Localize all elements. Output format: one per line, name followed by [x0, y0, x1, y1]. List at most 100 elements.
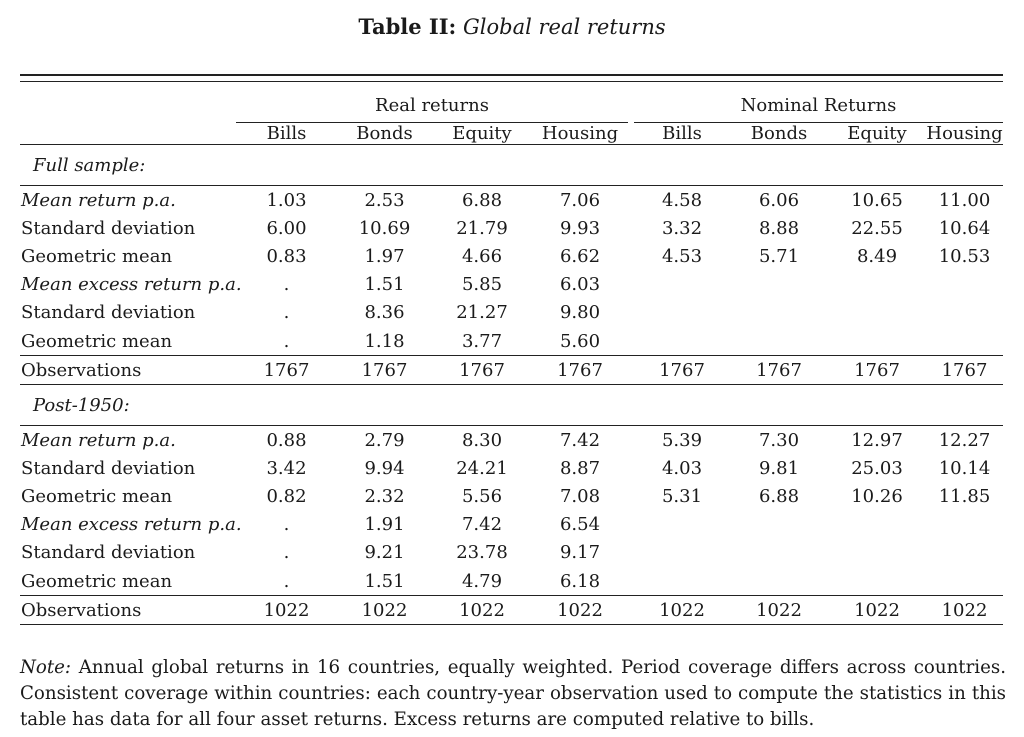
- cell-value: 1.91: [364, 514, 405, 536]
- row-label: Geometric mean: [21, 570, 173, 592]
- cell-value: .: [283, 570, 290, 592]
- cell-value: 10.26: [851, 486, 903, 508]
- section-heading-row: Full sample:: [20, 144, 1003, 186]
- observations-value: 1022: [236, 595, 337, 626]
- cell-value: [828, 271, 926, 299]
- observations-value: 1022: [532, 595, 628, 626]
- cell-value: [634, 567, 730, 596]
- cell-value: [730, 327, 828, 356]
- cell-value: [634, 271, 730, 299]
- observations-value: 1022: [730, 595, 828, 626]
- col-header: Housing: [532, 122, 628, 145]
- cell-value: 10.53: [938, 245, 991, 267]
- cell-value: 4.58: [661, 189, 703, 211]
- table-row: Mean return p.a. 0.88 2.79 8.30 7.42 5.39 7.30…: [20, 426, 1003, 455]
- col-header: Equity: [828, 122, 926, 145]
- observations-value: 1022: [634, 595, 730, 626]
- returns-table: Real returns Nominal Returns Bills Bonds…: [20, 74, 1003, 626]
- cell-value: 24.21: [456, 457, 508, 479]
- group-real-returns: Real returns: [236, 88, 628, 123]
- cell-value: .: [283, 330, 290, 352]
- observations-label: Observations: [20, 355, 236, 386]
- observations-value: 1767: [926, 355, 1003, 386]
- cell-value: 1.97: [364, 245, 405, 267]
- observations-value: 1767: [634, 355, 730, 386]
- cell-value: 0.82: [266, 486, 307, 508]
- cell-value: 7.30: [758, 429, 800, 451]
- cell-value: [828, 327, 926, 356]
- cell-value: [926, 567, 1003, 596]
- cell-value: [634, 327, 730, 356]
- observations-value: 1767: [532, 355, 628, 386]
- table-row: Standard deviation. 8.36 21.27 9.80: [20, 299, 1003, 327]
- top-rule: [20, 74, 1003, 82]
- cell-value: 6.00: [266, 217, 307, 239]
- cell-value: 10.14: [938, 457, 991, 479]
- observations-label: Observations: [20, 595, 236, 626]
- row-label: Mean excess return p.a.: [21, 514, 242, 536]
- cell-value: 3.77: [461, 330, 503, 352]
- row-label: Mean excess return p.a.: [21, 274, 242, 296]
- group-header-row: Real returns Nominal Returns: [20, 88, 1003, 123]
- table-row: Geometric mean. 1.51 4.79 6.18: [20, 567, 1003, 596]
- cell-value: 4.03: [661, 457, 703, 479]
- cell-value: 1.03: [266, 189, 307, 211]
- cell-value: 4.53: [661, 245, 703, 267]
- cell-value: 6.18: [559, 570, 601, 592]
- table-row: Geometric mean. 1.18 3.77 5.60: [20, 327, 1003, 356]
- section-heading-row: Post-1950:: [20, 384, 1003, 427]
- cell-value: 21.27: [456, 302, 508, 324]
- cell-value: 7.42: [559, 429, 601, 451]
- col-header: Bills: [634, 122, 730, 145]
- cell-value: 10.64: [938, 217, 991, 239]
- col-header: Bonds: [730, 122, 828, 145]
- cell-value: 8.30: [461, 429, 503, 451]
- col-header: Bonds: [337, 122, 432, 145]
- cell-value: .: [283, 542, 290, 564]
- cell-value: 1.18: [364, 330, 405, 352]
- row-label: Geometric mean: [21, 330, 173, 352]
- cell-value: [730, 271, 828, 299]
- cell-value: [926, 327, 1003, 356]
- cell-value: 12.27: [938, 429, 991, 451]
- cell-value: 23.78: [456, 542, 508, 564]
- table-number: Table II:: [358, 14, 457, 39]
- observations-value: 1767: [828, 355, 926, 386]
- table-row: Standard deviation 3.42 9.94 24.21 8.87 4.03 9…: [20, 454, 1003, 482]
- cell-value: 6.88: [758, 486, 800, 508]
- cell-value: [634, 511, 730, 539]
- cell-value: 9.17: [559, 542, 601, 564]
- table-row: Mean return p.a. 1.03 2.53 6.88 7.06 4.58 6.06…: [20, 186, 1003, 215]
- cell-value: 11.85: [938, 486, 991, 508]
- cell-value: 5.56: [461, 486, 503, 508]
- row-label: Geometric mean: [21, 486, 173, 508]
- table-row: Geometric mean 0.82 2.32 5.56 7.08 5.31 6.88 10…: [20, 483, 1003, 511]
- col-header: Bills: [236, 122, 337, 145]
- cell-value: 8.88: [758, 217, 800, 239]
- cell-value: [926, 511, 1003, 539]
- observations-value: 1767: [432, 355, 532, 386]
- cell-value: [634, 299, 730, 327]
- col-header: Housing: [926, 122, 1003, 145]
- observations-row: Observations 1767 1767 1767 1767 1767 1767 1767…: [20, 355, 1003, 386]
- cell-value: [828, 299, 926, 327]
- table-title: Table II: Global real returns: [0, 14, 1024, 39]
- row-label: Geometric mean: [21, 245, 173, 267]
- cell-value: [926, 539, 1003, 567]
- cell-value: 25.03: [851, 457, 903, 479]
- cell-value: 2.53: [364, 189, 405, 211]
- table-body: Real returns Nominal Returns Bills Bonds…: [20, 74, 1003, 626]
- row-label: Standard deviation: [21, 457, 196, 479]
- cell-value: [730, 567, 828, 596]
- cell-value: 21.79: [456, 217, 508, 239]
- cell-value: 5.71: [758, 245, 800, 267]
- cell-value: 5.39: [661, 429, 703, 451]
- cell-value: 2.79: [364, 429, 405, 451]
- cell-value: .: [283, 274, 290, 296]
- cell-value: 1.51: [364, 570, 405, 592]
- cell-value: 10.69: [358, 217, 411, 239]
- row-label: Standard deviation: [21, 217, 196, 239]
- cell-value: 9.80: [559, 302, 601, 324]
- cell-value: 12.97: [851, 429, 903, 451]
- cell-value: [730, 299, 828, 327]
